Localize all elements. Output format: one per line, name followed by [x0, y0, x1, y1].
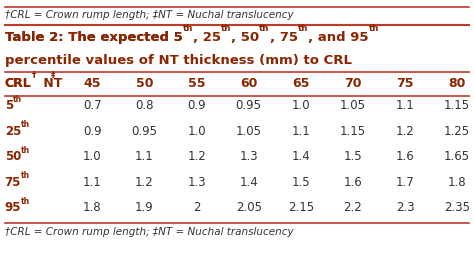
Text: 1.3: 1.3 [239, 150, 258, 163]
Text: 25: 25 [5, 124, 21, 137]
Text: Table 2: The expected 5: Table 2: The expected 5 [5, 30, 182, 43]
Text: 1.1: 1.1 [135, 150, 154, 163]
Text: percentile values of NT thickness (mm) to CRL: percentile values of NT thickness (mm) t… [5, 53, 352, 66]
Text: NT: NT [38, 76, 62, 89]
Text: †CRL = Crown rump length; ‡NT = Nuchal translucency: †CRL = Crown rump length; ‡NT = Nuchal t… [5, 10, 293, 20]
Text: 2.3: 2.3 [396, 201, 414, 214]
Text: 95: 95 [5, 201, 21, 214]
Text: 1.1: 1.1 [83, 175, 102, 188]
Text: 1.15: 1.15 [444, 99, 470, 112]
Text: th: th [21, 145, 30, 154]
Text: 0.95: 0.95 [131, 124, 157, 137]
Text: th: th [21, 196, 30, 205]
Text: 50: 50 [5, 150, 21, 163]
Text: CRL: CRL [5, 76, 31, 89]
Text: th: th [298, 24, 308, 33]
Text: 75: 75 [396, 76, 414, 89]
Text: 2.05: 2.05 [236, 201, 262, 214]
Text: 0.8: 0.8 [135, 99, 154, 112]
Text: , 75: , 75 [270, 30, 298, 43]
Text: 1.5: 1.5 [344, 150, 362, 163]
Text: 2.35: 2.35 [444, 201, 470, 214]
Text: 2.2: 2.2 [344, 201, 362, 214]
Text: 1.0: 1.0 [292, 99, 310, 112]
Text: †: † [31, 71, 36, 80]
Text: Table 2: The expected 5: Table 2: The expected 5 [5, 30, 182, 43]
Text: 1.3: 1.3 [187, 175, 206, 188]
Text: †CRL = Crown rump length; ‡NT = Nuchal translucency: †CRL = Crown rump length; ‡NT = Nuchal t… [5, 226, 293, 236]
Text: 55: 55 [188, 76, 205, 89]
Text: 70: 70 [344, 76, 362, 89]
Text: 1.8: 1.8 [83, 201, 102, 214]
Text: 1.05: 1.05 [340, 99, 366, 112]
Text: 1.0: 1.0 [187, 124, 206, 137]
Text: 65: 65 [292, 76, 310, 89]
Text: 1.6: 1.6 [396, 150, 414, 163]
Text: th: th [182, 24, 193, 33]
Text: 5: 5 [5, 99, 13, 112]
Text: 75: 75 [5, 175, 21, 188]
Text: th: th [21, 120, 30, 129]
Text: 0.9: 0.9 [83, 124, 102, 137]
Text: 1.5: 1.5 [292, 175, 310, 188]
Text: 0.95: 0.95 [236, 99, 262, 112]
Text: 2: 2 [193, 201, 201, 214]
Text: th: th [21, 171, 30, 180]
Text: 2.15: 2.15 [288, 201, 314, 214]
Text: , and 95: , and 95 [308, 30, 368, 43]
Text: 1.1: 1.1 [292, 124, 310, 137]
Text: ‡: ‡ [51, 71, 55, 80]
Text: 1.0: 1.0 [83, 150, 102, 163]
Text: 0.7: 0.7 [83, 99, 102, 112]
Text: 1.05: 1.05 [236, 124, 262, 137]
Text: 0.9: 0.9 [187, 99, 206, 112]
Text: 60: 60 [240, 76, 257, 89]
Text: 1.25: 1.25 [444, 124, 470, 137]
Text: 1.2: 1.2 [187, 150, 206, 163]
Text: 1.8: 1.8 [448, 175, 466, 188]
Text: 80: 80 [448, 76, 466, 89]
Text: 1.7: 1.7 [396, 175, 414, 188]
Text: th: th [368, 24, 379, 33]
Text: th: th [259, 24, 270, 33]
Text: 1.2: 1.2 [135, 175, 154, 188]
Text: 1.1: 1.1 [396, 99, 414, 112]
Text: 1.15: 1.15 [340, 124, 366, 137]
Text: , 50: , 50 [231, 30, 259, 43]
Text: th: th [221, 24, 231, 33]
Text: , 25: , 25 [193, 30, 221, 43]
Text: 1.2: 1.2 [396, 124, 414, 137]
Text: 1.65: 1.65 [444, 150, 470, 163]
Text: th: th [13, 94, 22, 103]
Text: 1.9: 1.9 [135, 201, 154, 214]
Text: 1.6: 1.6 [344, 175, 362, 188]
Text: 50: 50 [136, 76, 153, 89]
Text: CRL: CRL [5, 76, 31, 89]
Text: 1.4: 1.4 [239, 175, 258, 188]
Text: 45: 45 [83, 76, 101, 89]
Text: 1.4: 1.4 [292, 150, 310, 163]
